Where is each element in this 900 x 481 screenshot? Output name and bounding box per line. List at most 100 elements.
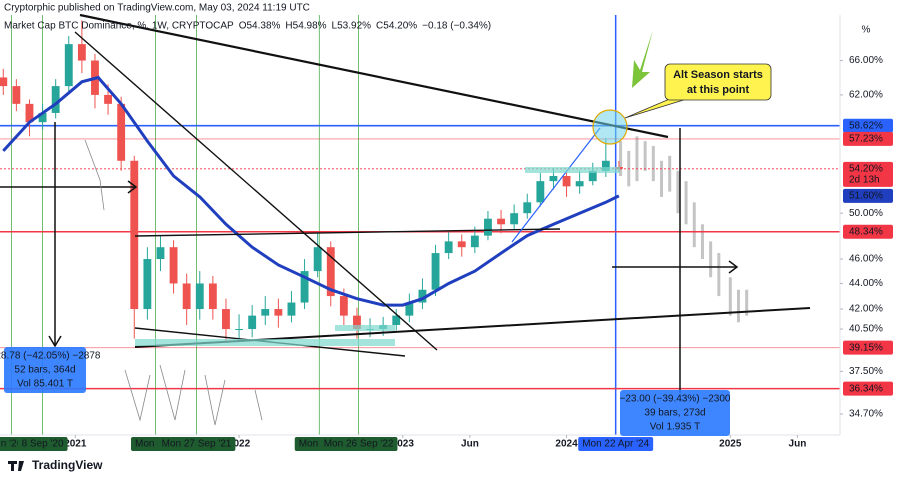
trend-line: [134, 228, 561, 237]
sketch-line: [124, 364, 263, 426]
candle-body: [510, 213, 519, 225]
marker-tag: [17, 437, 68, 451]
measure-text: 52 bars, 364d: [14, 365, 75, 376]
candle-body: [497, 218, 505, 225]
level-label: 48.34%: [849, 226, 883, 237]
y-tick-label: 62.00%: [849, 90, 883, 101]
publisher: Cryptorphic published on TradingView.com…: [4, 3, 310, 14]
marker-tag: [157, 437, 236, 451]
ohlc-label: O54.38%: [239, 21, 281, 32]
x-tick-label: Jun: [461, 439, 479, 450]
level-label: 39.15%: [849, 342, 883, 353]
candle-body: [248, 315, 257, 330]
candle-body: [549, 175, 558, 182]
candle-body: [523, 202, 532, 214]
moving-average: [2, 75, 620, 307]
footer-bar: [0, 455, 900, 476]
level-label: 51.60%: [849, 191, 883, 202]
callout-box: [664, 63, 772, 101]
candle-body: [143, 259, 152, 310]
unit-label: %: [862, 25, 871, 36]
callout-text: at this point: [687, 84, 750, 96]
candle-body: [339, 296, 348, 316]
y-tick-label: 44.00%: [849, 278, 883, 289]
logo: [8, 461, 24, 471]
footer-brand: TradingView: [32, 458, 103, 472]
candle-body: [326, 247, 335, 297]
marker-label: Mon 26 Sep '22: [324, 439, 394, 450]
trend-line: [74, 31, 438, 351]
pointer-arrow: [632, 30, 653, 88]
y-tick-label: 37.50%: [849, 366, 883, 377]
x-tick-label: 2024: [555, 439, 578, 450]
series-title: Market Cap BTC Dominance, %, 1W, CRYPTOC…: [4, 21, 234, 32]
measure-text: −23.00 (−39.43%) −2300: [620, 394, 731, 405]
candle-body: [64, 44, 73, 87]
candle-body: [208, 283, 217, 310]
highlight-circle: [592, 109, 628, 145]
candle-body: [405, 302, 414, 316]
ohlc-label: −0.18 (−0.34%): [422, 21, 491, 32]
candle-body: [287, 302, 296, 316]
ohlc-label: L53.92%: [332, 21, 372, 32]
y-tick-label: 34.70%: [849, 409, 883, 420]
marker-label: Mon 28 J: [135, 439, 176, 450]
marker-label: Mon 22 Apr '24: [582, 439, 649, 450]
measure-text: Vol 1.935 T: [650, 422, 700, 433]
candle-body: [104, 94, 112, 104]
y-tick-label: 42.00%: [849, 304, 883, 315]
candle-body: [182, 283, 191, 310]
candle-body: [12, 86, 21, 104]
candle-body: [25, 103, 34, 123]
level-label: 36.34%: [849, 383, 883, 394]
marker-label: n '20: [1, 439, 23, 450]
measure-text: Vol 85.401 T: [17, 379, 73, 390]
x-tick-label: Jun: [789, 439, 807, 450]
candle-body: [562, 175, 571, 187]
ohlc-label: C54.20%: [376, 21, 417, 32]
measure-text: 39 bars, 273d: [644, 408, 705, 419]
countdown: 2d 13h: [849, 174, 880, 185]
arrow-head: [728, 260, 739, 274]
callout-text: Alt Season starts: [673, 69, 763, 81]
y-tick-label: 50.00%: [849, 208, 883, 219]
candle-body: [392, 315, 401, 325]
ohlc-label: H54.98%: [285, 21, 326, 32]
level-tag: [843, 161, 893, 187]
candle-body: [536, 181, 545, 203]
candle-body: [77, 44, 86, 61]
y-tick-label: 46.00%: [849, 254, 883, 265]
candle-body: [0, 77, 8, 87]
overlay: Market Cap BTC Dominance, %, 1W, CRYPTOC…: [0, 21, 893, 451]
sketch-line: [84, 139, 105, 211]
candle-body: [575, 181, 584, 187]
y-tick-label: 40.50%: [849, 324, 883, 335]
candle-body: [601, 160, 610, 171]
candle-body: [169, 247, 178, 284]
level-label: 57.23%: [849, 134, 883, 145]
x-tick-label: 2021: [64, 439, 87, 450]
marker-label: Mon 27 Sep '21: [162, 439, 232, 450]
level-tag: [843, 381, 893, 396]
candle-body: [300, 271, 309, 303]
trend-line: [511, 127, 601, 243]
level-tag: [843, 188, 893, 203]
marker-tag: [319, 437, 398, 451]
level-tag: [843, 118, 893, 133]
candle-body: [222, 309, 230, 330]
x-tick-label: 2022: [228, 439, 251, 450]
candle-body: [38, 112, 47, 123]
y-tick-label: 66.00%: [849, 55, 883, 66]
level-tag: [843, 131, 893, 146]
candle-body: [156, 247, 165, 260]
candle-body: [418, 289, 427, 303]
candle-body: [431, 253, 440, 290]
candle-body: [588, 170, 597, 182]
marker-label: Mon 27 J: [299, 439, 340, 450]
x-tick-label: 2025: [719, 439, 742, 450]
zone: [525, 167, 620, 173]
zone: [135, 339, 395, 346]
candle-body: [444, 241, 453, 254]
zone: [335, 325, 395, 331]
